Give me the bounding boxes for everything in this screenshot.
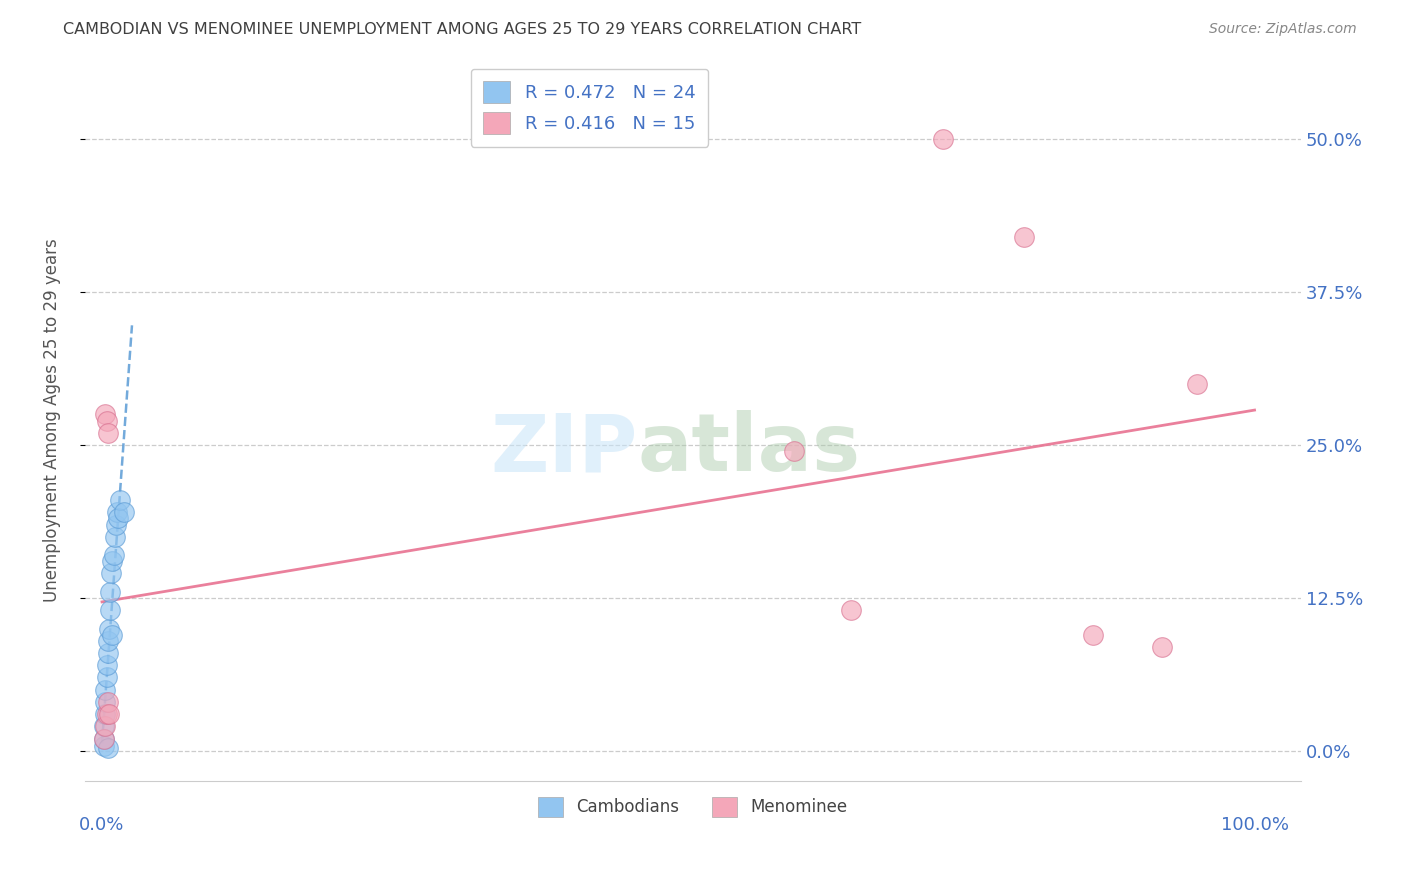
Point <box>96 707 118 722</box>
Point <box>94 695 117 709</box>
Point <box>97 741 120 756</box>
Point <box>93 719 115 733</box>
Point <box>97 622 120 636</box>
Point <box>93 731 115 746</box>
Point <box>97 646 120 660</box>
Point <box>1152 640 1174 654</box>
Point <box>1083 627 1105 641</box>
Point <box>94 719 117 733</box>
Point <box>782 444 804 458</box>
Text: ZIP: ZIP <box>491 410 638 489</box>
Point <box>94 408 117 422</box>
Text: CAMBODIAN VS MENOMINEE UNEMPLOYMENT AMONG AGES 25 TO 29 YEARS CORRELATION CHART: CAMBODIAN VS MENOMINEE UNEMPLOYMENT AMON… <box>63 22 862 37</box>
Point <box>100 566 122 581</box>
Point <box>104 530 127 544</box>
Point <box>839 603 862 617</box>
Point <box>107 511 129 525</box>
Text: 0.0%: 0.0% <box>79 816 125 834</box>
Point <box>94 707 117 722</box>
Point <box>97 633 120 648</box>
Point <box>98 584 121 599</box>
Point <box>93 731 115 746</box>
Text: 100.0%: 100.0% <box>1220 816 1288 834</box>
Point <box>97 695 120 709</box>
Point <box>932 132 955 146</box>
Point <box>93 739 115 753</box>
Point <box>96 658 118 673</box>
Text: atlas: atlas <box>638 410 860 489</box>
Point <box>104 517 127 532</box>
Text: Source: ZipAtlas.com: Source: ZipAtlas.com <box>1209 22 1357 37</box>
Point <box>97 707 120 722</box>
Point <box>96 670 118 684</box>
Y-axis label: Unemployment Among Ages 25 to 29 years: Unemployment Among Ages 25 to 29 years <box>44 239 60 602</box>
Point <box>97 425 120 440</box>
Point <box>103 548 125 562</box>
Point <box>98 603 121 617</box>
Point <box>101 627 124 641</box>
Point <box>112 505 135 519</box>
Point <box>105 505 128 519</box>
Point <box>96 413 118 427</box>
Point <box>101 554 124 568</box>
Point <box>1185 376 1208 391</box>
Point <box>110 493 132 508</box>
Point <box>1012 230 1035 244</box>
Legend: Cambodians, Menominee: Cambodians, Menominee <box>531 790 855 823</box>
Point <box>94 682 117 697</box>
